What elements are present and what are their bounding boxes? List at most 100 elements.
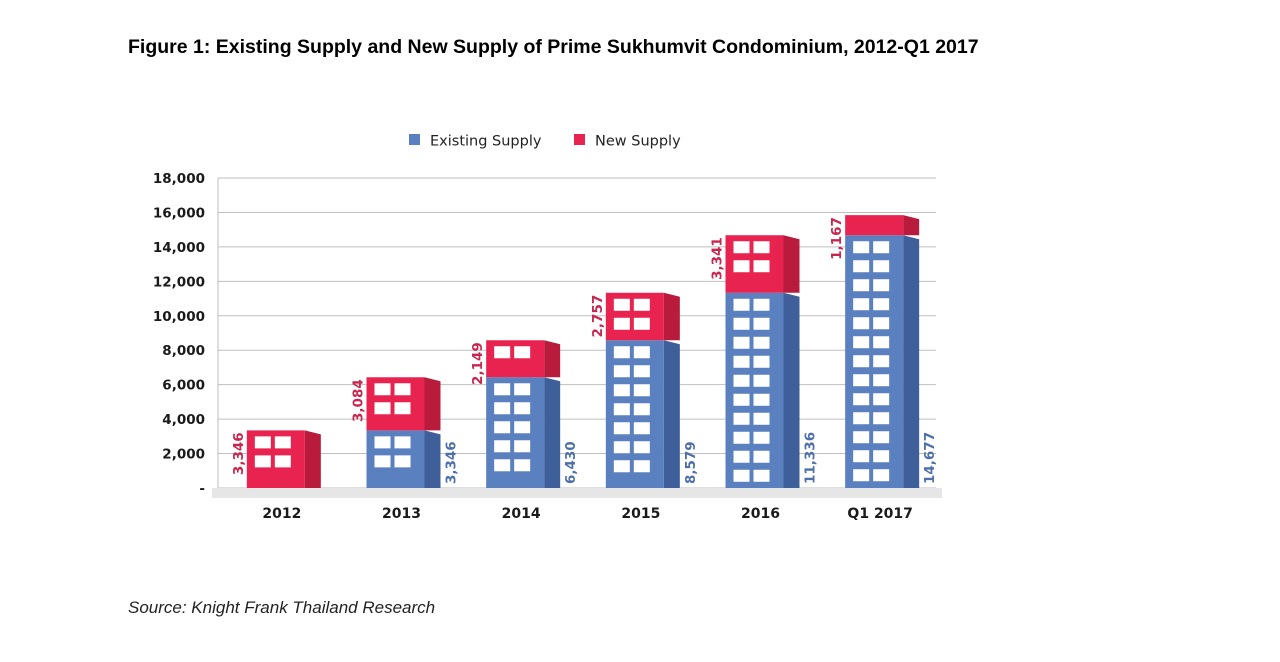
- window: [853, 298, 870, 311]
- x-tick-label: 2016: [741, 506, 780, 522]
- window: [633, 317, 650, 330]
- bars: 3,346 3,084 3,346 2,149 6,430 2,757 8,579 3,341…: [231, 215, 938, 488]
- bar-segment: [366, 430, 441, 488]
- window: [633, 365, 650, 378]
- legend-label: New Supply: [595, 134, 681, 150]
- floor-shadow: [212, 488, 942, 498]
- window: [613, 317, 630, 330]
- window: [274, 455, 291, 468]
- window: [753, 241, 770, 254]
- bar-side: [783, 235, 800, 293]
- y-tick-label: 4,000: [162, 412, 205, 428]
- window: [873, 279, 890, 292]
- new-supply-label: 1,167: [829, 217, 845, 260]
- window: [633, 403, 650, 416]
- window: [613, 365, 630, 378]
- window: [394, 383, 411, 396]
- bar-side: [663, 292, 680, 341]
- window: [514, 383, 531, 396]
- bar-segment: [845, 235, 920, 488]
- window: [853, 336, 870, 349]
- bar-side: [544, 377, 561, 488]
- window: [753, 393, 770, 406]
- window: [374, 455, 391, 468]
- window: [514, 440, 531, 453]
- window: [613, 384, 630, 397]
- window: [853, 450, 870, 463]
- window: [853, 279, 870, 292]
- window: [733, 355, 750, 368]
- window: [853, 469, 870, 482]
- window: [753, 317, 770, 330]
- bar-side: [663, 340, 680, 488]
- window: [633, 460, 650, 473]
- existing-supply-label: 3,346: [444, 441, 460, 484]
- x-axis: 2012 2013 2014 2015 2016 Q1 2017: [212, 488, 942, 522]
- window: [853, 241, 870, 254]
- x-tick-label: 2013: [382, 506, 421, 522]
- legend: Existing Supply New Supply: [409, 134, 681, 150]
- bar-front: [845, 215, 904, 236]
- new-supply-label: 3,346: [231, 432, 247, 475]
- bar-side: [304, 430, 321, 488]
- x-tick-label: 2014: [502, 506, 541, 522]
- window: [514, 402, 531, 415]
- window: [733, 450, 750, 463]
- y-tick-label: 14,000: [153, 240, 205, 256]
- window: [633, 422, 650, 435]
- x-tick-label: Q1 2017: [847, 506, 912, 522]
- y-tick-label: 18,000: [153, 171, 205, 187]
- window: [494, 402, 511, 415]
- existing-supply-label: 14,677: [922, 432, 938, 484]
- window: [733, 336, 750, 349]
- window: [753, 412, 770, 425]
- window: [394, 402, 411, 415]
- y-tick-label: 2,000: [162, 447, 205, 463]
- window: [613, 422, 630, 435]
- window: [753, 336, 770, 349]
- window: [514, 459, 531, 472]
- window: [494, 383, 511, 396]
- window: [733, 317, 750, 330]
- new-supply-label: 3,084: [351, 379, 367, 422]
- window: [753, 450, 770, 463]
- window: [733, 393, 750, 406]
- window: [733, 431, 750, 444]
- bar-segment: [486, 340, 561, 378]
- legend-swatch: [574, 134, 585, 145]
- window: [753, 374, 770, 387]
- window: [873, 355, 890, 368]
- window: [374, 383, 391, 396]
- window: [613, 298, 630, 311]
- window: [873, 450, 890, 463]
- window: [853, 374, 870, 387]
- window: [873, 393, 890, 406]
- y-axis: - 2,000 4,000 6,000 8,000 10,000 12,000 14,000 1…: [153, 171, 205, 497]
- window: [514, 346, 531, 359]
- window: [873, 431, 890, 444]
- window: [494, 346, 511, 359]
- window: [733, 469, 750, 482]
- y-tick-label: 8,000: [162, 343, 205, 359]
- y-tick-label: 16,000: [153, 205, 205, 221]
- window: [733, 298, 750, 311]
- new-supply-label: 3,341: [710, 237, 726, 280]
- bar-segment: [246, 430, 321, 488]
- window: [494, 440, 511, 453]
- existing-supply-label: 11,336: [803, 432, 819, 484]
- window: [633, 298, 650, 311]
- legend-label: Existing Supply: [430, 134, 542, 150]
- window: [753, 298, 770, 311]
- x-tick-label: 2015: [621, 506, 660, 522]
- window: [733, 260, 750, 273]
- window: [514, 421, 531, 434]
- bar-front: [486, 340, 545, 378]
- bar-segment: [366, 377, 441, 431]
- bar-side: [783, 292, 800, 488]
- chart-title: Figure 1: Existing Supply and New Supply…: [128, 36, 979, 58]
- legend-swatch: [409, 134, 420, 145]
- window: [613, 346, 630, 359]
- bar-segment: [605, 340, 680, 488]
- window: [633, 384, 650, 397]
- bar-side: [424, 377, 441, 431]
